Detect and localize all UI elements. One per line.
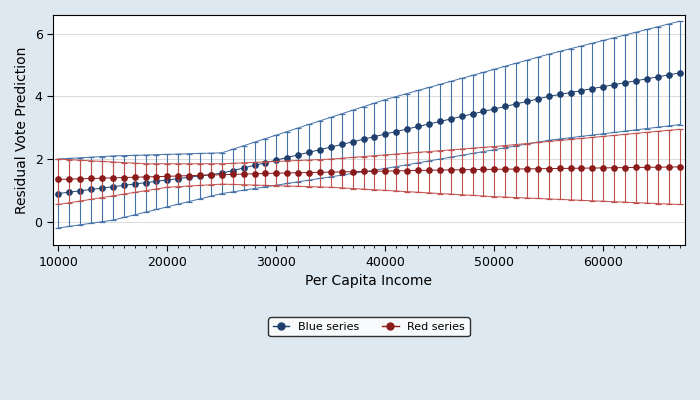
Legend: Blue series, Red series: Blue series, Red series [268,318,470,336]
Y-axis label: Residual Vote Prediction: Residual Vote Prediction [15,46,29,214]
X-axis label: Per Capita Income: Per Capita Income [305,274,433,288]
